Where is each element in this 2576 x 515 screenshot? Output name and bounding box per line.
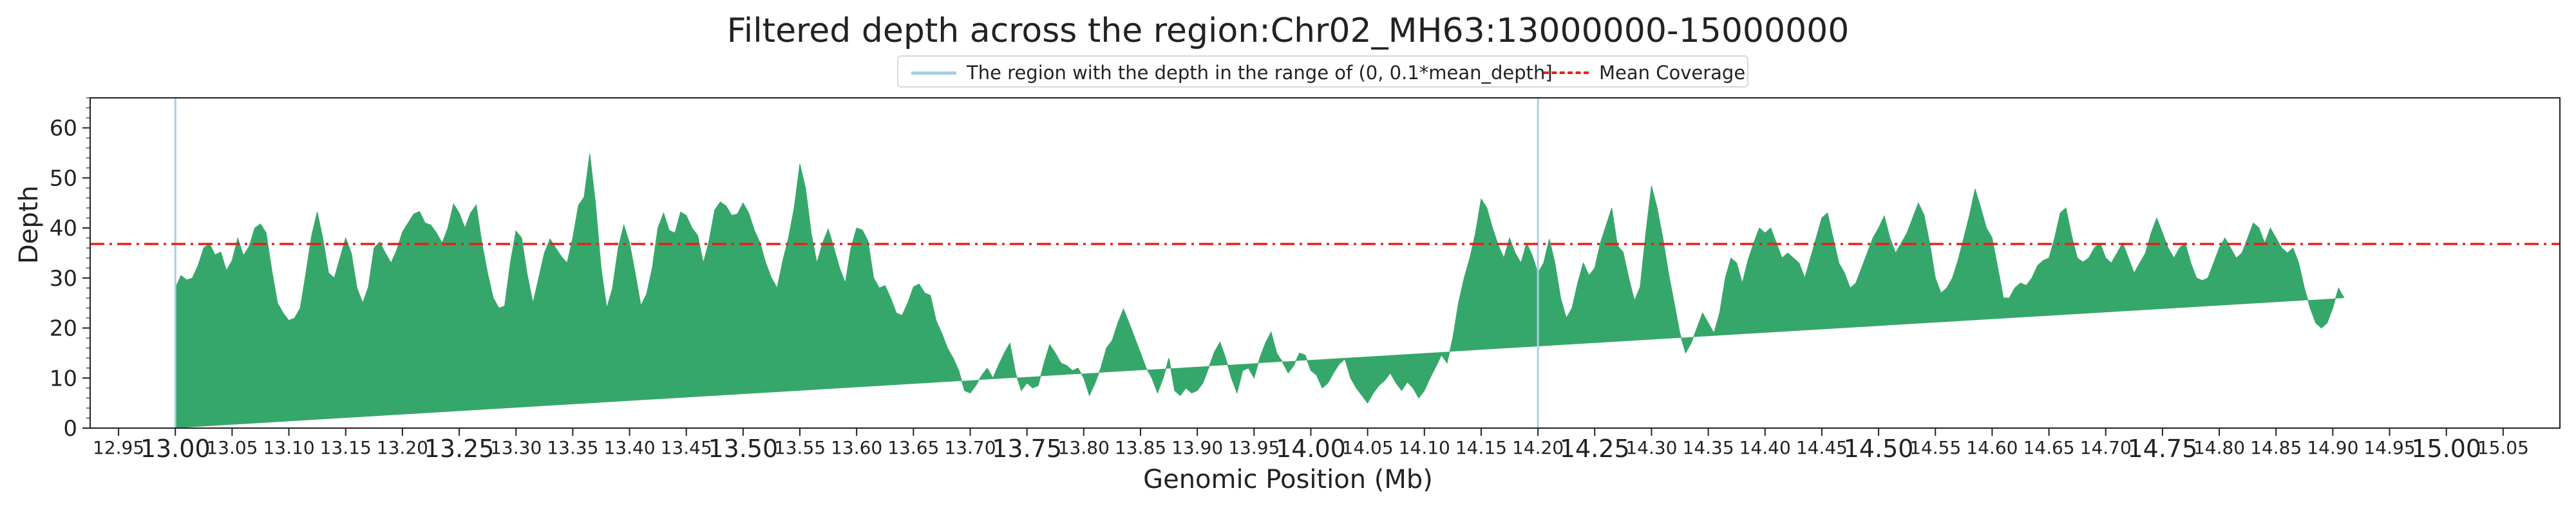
x-tick-label: 14.55	[1909, 437, 1961, 458]
x-tick-label: 14.10	[1399, 437, 1450, 458]
x-tick-label: 14.40	[1739, 437, 1791, 458]
legend-label-mean-coverage: Mean Coverage	[1599, 62, 1746, 84]
x-tick-label: 14.85	[2250, 437, 2302, 458]
x-tick-label: 15.00	[2411, 435, 2481, 463]
x-tick-label: 14.20	[1512, 437, 1564, 458]
x-tick-label: 14.25	[1560, 435, 1630, 463]
x-tick-label: 13.50	[708, 435, 778, 463]
x-tick-label: 14.00	[1276, 435, 1346, 463]
x-tick-label: 14.50	[1844, 435, 1914, 463]
x-tick-label: 13.95	[1228, 437, 1280, 458]
x-tick-label: 14.15	[1455, 437, 1507, 458]
y-tick-label: 10	[50, 366, 77, 391]
x-tick-label: 13.45	[661, 437, 712, 458]
y-tick-label: 60	[50, 116, 77, 142]
y-tick-label: 40	[50, 216, 77, 241]
y-tick-label: 0	[63, 416, 77, 442]
x-tick-label: 14.90	[2307, 437, 2358, 458]
x-tick-label: 13.85	[1115, 437, 1166, 458]
x-tick-label: 13.30	[490, 437, 542, 458]
x-tick-label: 13.20	[377, 437, 428, 458]
x-tick-label: 14.45	[1796, 437, 1848, 458]
x-tick-label: 13.70	[944, 437, 996, 458]
x-tick-label: 14.60	[1966, 437, 2018, 458]
y-tick-label: 30	[50, 266, 77, 292]
x-tick-label: 13.35	[547, 437, 598, 458]
x-tick-label: 13.40	[603, 437, 655, 458]
x-tick-label: 13.25	[424, 435, 495, 463]
y-tick-label: 20	[50, 316, 77, 342]
x-tick-label: 13.15	[320, 437, 372, 458]
x-tick-label: 14.70	[2080, 437, 2132, 458]
depth-area	[175, 153, 2345, 428]
x-tick-label: 13.00	[140, 435, 211, 463]
legend-item-low-depth: The region with the depth in the range o…	[911, 61, 1553, 84]
x-tick-label: 14.05	[1342, 437, 1394, 458]
legend-label-low-depth: The region with the depth in the range o…	[967, 62, 1553, 84]
legend-swatch-mean-coverage	[1544, 71, 1589, 74]
x-tick-label: 13.10	[263, 437, 314, 458]
x-tick-label: 13.75	[992, 435, 1062, 463]
y-tick-label: 50	[50, 165, 77, 191]
chart-legend: The region with the depth in the range o…	[897, 55, 1748, 88]
x-tick-label: 12.95	[93, 437, 144, 458]
x-tick-label: 13.90	[1171, 437, 1223, 458]
x-axis-label: Genomic Position (Mb)	[1143, 465, 1433, 494]
x-tick-label: 13.65	[887, 437, 939, 458]
x-tick-label: 14.35	[1683, 437, 1734, 458]
x-tick-label: 13.05	[206, 437, 258, 458]
legend-swatch-low-depth	[911, 71, 956, 75]
x-tick-label: 15.05	[2477, 437, 2529, 458]
x-tick-label: 14.80	[2193, 437, 2245, 458]
x-tick-label: 14.75	[2127, 435, 2197, 463]
x-tick-label: 13.60	[831, 437, 882, 458]
legend-item-mean-coverage: Mean Coverage	[1544, 61, 1745, 84]
x-tick-label: 14.95	[2363, 437, 2415, 458]
chart-title: Filtered depth across the region:Chr02_M…	[726, 12, 1850, 50]
x-tick-label: 14.65	[2023, 437, 2074, 458]
axes-frame	[90, 97, 2561, 429]
x-tick-label: 14.30	[1625, 437, 1677, 458]
x-tick-label: 13.55	[774, 437, 826, 458]
x-tick-label: 13.80	[1058, 437, 1110, 458]
